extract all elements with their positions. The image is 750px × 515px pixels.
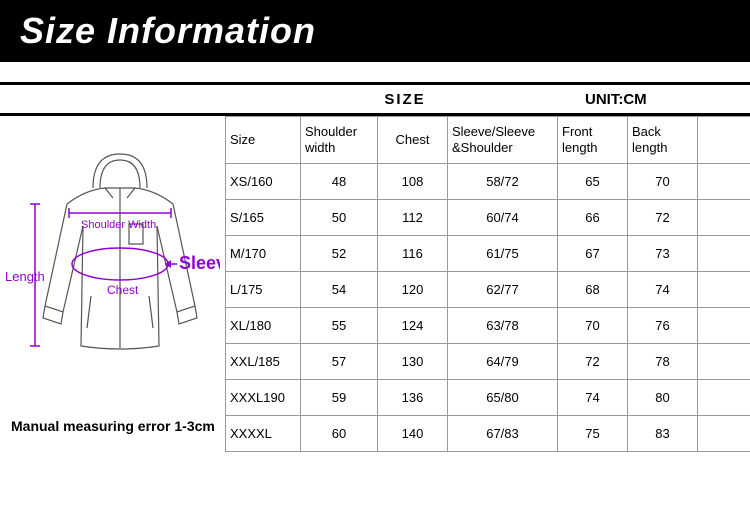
table-cell: XXXL190 (226, 380, 301, 415)
table-cell: 54 (301, 272, 378, 307)
table-cell: 61/75 (448, 236, 558, 271)
table-body: XS/1604810858/726570S/1655011260/746672M… (226, 163, 750, 451)
table-cell: 52 (301, 236, 378, 271)
diagram-column: Shoulder Width Sleeve Chest Length Manua… (0, 116, 225, 452)
jacket-diagram: Shoulder Width Sleeve Chest Length (5, 146, 220, 406)
table-row: S/1655011260/746672 (226, 199, 750, 235)
table-cell: XXXXL (226, 416, 301, 451)
table-cell: 58/72 (448, 164, 558, 199)
table-cell: 66 (558, 200, 628, 235)
col-sleeve: Sleeve/Sleeve &Shoulder (448, 117, 558, 163)
table-cell: 75 (558, 416, 628, 451)
sleeve-label: Sleeve (179, 253, 220, 273)
table-cell: 116 (378, 236, 448, 271)
table-cell: 74 (558, 380, 628, 415)
table-cell: 72 (558, 344, 628, 379)
table-cell: 55 (301, 308, 378, 343)
table-cell: 67 (558, 236, 628, 271)
table-row: XS/1604810858/726570 (226, 163, 750, 199)
header-size-label: SIZE (225, 85, 585, 113)
main-content: Shoulder Width Sleeve Chest Length Manua… (0, 116, 750, 452)
col-front: Front length (558, 117, 628, 163)
table-cell: XS/160 (226, 164, 301, 199)
table-cell: 76 (628, 308, 698, 343)
table-cell: 63/78 (448, 308, 558, 343)
header-spacer (0, 85, 225, 113)
table-cell: 70 (628, 164, 698, 199)
col-chest: Chest (378, 117, 448, 163)
length-label: Length (5, 269, 45, 284)
table-cell: 64/79 (448, 344, 558, 379)
table-cell: 73 (628, 236, 698, 271)
table-cell: 60/74 (448, 200, 558, 235)
table-row: XXL/1855713064/797278 (226, 343, 750, 379)
chest-label: Chest (107, 283, 139, 297)
table-cell: S/165 (226, 200, 301, 235)
table-header-row: Size Shoulder width Chest Sleeve/Sleeve … (226, 116, 750, 163)
table-cell: 60 (301, 416, 378, 451)
table-cell: 68 (558, 272, 628, 307)
spacer (0, 62, 750, 82)
title-bar: Size Information (0, 0, 750, 62)
table-cell: 70 (558, 308, 628, 343)
table-cell: 120 (378, 272, 448, 307)
table-cell: M/170 (226, 236, 301, 271)
table-cell: XXL/185 (226, 344, 301, 379)
table-cell: 124 (378, 308, 448, 343)
header-unit-label: UNIT:CM (585, 85, 750, 113)
table-cell: 140 (378, 416, 448, 451)
table-row: XXXXL6014067/837583 (226, 415, 750, 451)
table-cell: 83 (628, 416, 698, 451)
table-row: XXXL1905913665/807480 (226, 379, 750, 415)
col-back: Back length (628, 117, 698, 163)
table-cell: 67/83 (448, 416, 558, 451)
table-cell: 65/80 (448, 380, 558, 415)
measurement-note: Manual measuring error 1-3cm (5, 418, 220, 434)
table-cell: 50 (301, 200, 378, 235)
table-cell: 57 (301, 344, 378, 379)
table-cell: 62/77 (448, 272, 558, 307)
table-cell: 72 (628, 200, 698, 235)
table-row: XL/1805512463/787076 (226, 307, 750, 343)
page-title: Size Information (20, 10, 316, 51)
col-shoulder: Shoulder width (301, 117, 378, 163)
table-row: L/1755412062/776874 (226, 271, 750, 307)
size-table: Size Shoulder width Chest Sleeve/Sleeve … (225, 116, 750, 452)
table-cell: 136 (378, 380, 448, 415)
table-cell: 80 (628, 380, 698, 415)
table-cell: L/175 (226, 272, 301, 307)
header-row: SIZE UNIT:CM (0, 82, 750, 116)
table-cell: 112 (378, 200, 448, 235)
table-cell: 65 (558, 164, 628, 199)
table-cell: 108 (378, 164, 448, 199)
table-cell: 130 (378, 344, 448, 379)
table-cell: 74 (628, 272, 698, 307)
shoulder-label: Shoulder Width (81, 219, 156, 231)
page-container: Size Information SIZE UNIT:CM (0, 0, 750, 452)
table-cell: 78 (628, 344, 698, 379)
table-cell: 48 (301, 164, 378, 199)
table-cell: 59 (301, 380, 378, 415)
table-row: M/1705211661/756773 (226, 235, 750, 271)
col-size: Size (226, 117, 301, 163)
table-cell: XL/180 (226, 308, 301, 343)
